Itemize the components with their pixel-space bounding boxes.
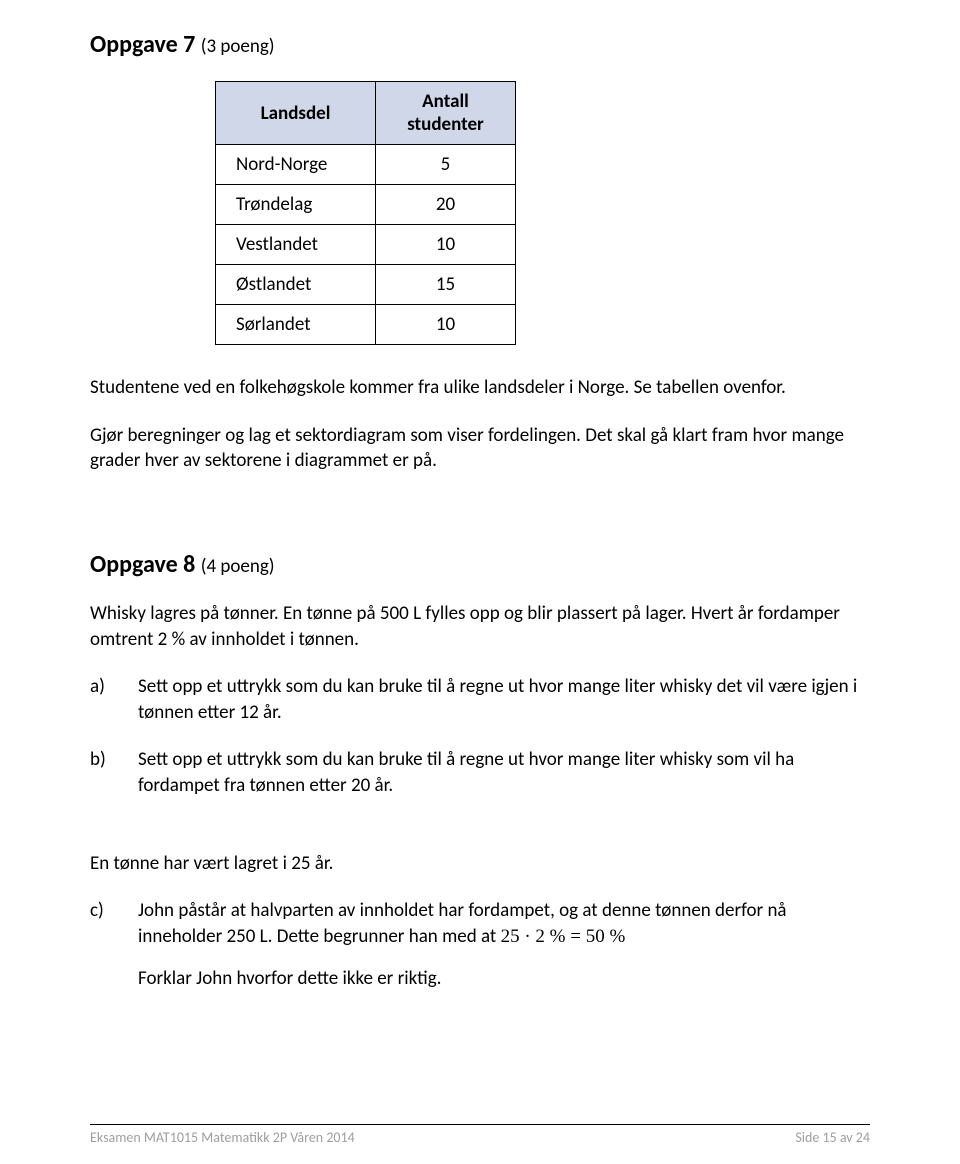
table-header-region: Landsdel (216, 82, 376, 145)
table-cell-count: 10 (376, 305, 516, 345)
footer-right: Side 15 av 24 (795, 1129, 870, 1146)
task8-item-a: a) Sett opp et uttrykk som du kan bruke … (90, 674, 870, 725)
table-cell-region: Nord-Norge (216, 145, 376, 185)
task7-heading: Oppgave 7 (3 poeng) (90, 30, 870, 59)
item-c-text-1: John påstår at halvparten av innholdet h… (138, 899, 787, 948)
task8-title: Oppgave 8 (90, 550, 195, 579)
table-cell-count: 5 (376, 145, 516, 185)
table-cell-region: Vestlandet (216, 225, 376, 265)
task7-paragraph-1: Studentene ved en folkehøgskole kommer f… (90, 375, 870, 401)
task8-points: (4 poeng) (201, 555, 275, 578)
table-row: Sørlandet 10 (216, 305, 516, 345)
table-cell-count: 10 (376, 225, 516, 265)
table-cell-count: 20 (376, 185, 516, 225)
table-header-count: Antall studenter (376, 82, 516, 145)
table-row: Nord-Norge 5 (216, 145, 516, 185)
task7-paragraph-2: Gjør beregninger og lag et sektordiagram… (90, 423, 870, 474)
task8-heading: Oppgave 8 (4 poeng) (90, 550, 870, 579)
item-c-math: 25 · 2 % = 50 % (501, 926, 626, 947)
task7-title: Oppgave 7 (90, 30, 195, 59)
table-cell-region: Trøndelag (216, 185, 376, 225)
item-marker-b: b) (90, 747, 138, 798)
table-row: Vestlandet 10 (216, 225, 516, 265)
page-footer: Eksamen MAT1015 Matematikk 2P Våren 2014… (90, 1124, 870, 1146)
footer-left: Eksamen MAT1015 Matematikk 2P Våren 2014 (90, 1129, 355, 1146)
task7-points: (3 poeng) (201, 35, 275, 58)
table-cell-region: Sørlandet (216, 305, 376, 345)
table-cell-count: 15 (376, 265, 516, 305)
task8-item-b: b) Sett opp et uttrykk som du kan bruke … (90, 747, 870, 798)
item-c-text-2: Forklar John hvorfor dette ikke er rikti… (138, 967, 441, 990)
table-row: Trøndelag 20 (216, 185, 516, 225)
item-body-b: Sett opp et uttrykk som du kan bruke til… (138, 747, 870, 798)
task8-mid: En tønne har vært lagret i 25 år. (90, 851, 870, 877)
item-marker-c: c) (90, 898, 138, 991)
task8-intro: Whisky lagres på tønner. En tønne på 500… (90, 601, 870, 652)
item-body-c: John påstår at halvparten av innholdet h… (138, 898, 870, 991)
table-cell-region: Østlandet (216, 265, 376, 305)
item-body-a: Sett opp et uttrykk som du kan bruke til… (138, 674, 870, 725)
region-table: Landsdel Antall studenter Nord-Norge 5 T… (215, 81, 516, 345)
task8-item-c: c) John påstår at halvparten av innholde… (90, 898, 870, 991)
table-row: Østlandet 15 (216, 265, 516, 305)
item-marker-a: a) (90, 674, 138, 725)
